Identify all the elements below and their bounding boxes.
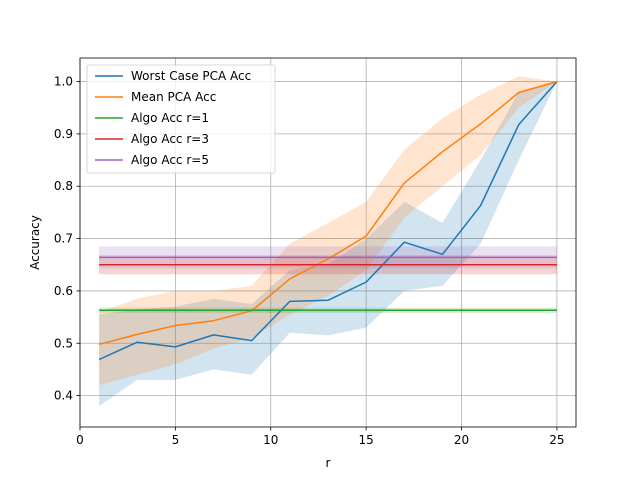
y-tick-label: 1.0 <box>54 75 73 89</box>
y-tick-label: 0.7 <box>54 232 73 246</box>
legend-label-4: Algo Acc r=3 <box>131 132 209 146</box>
legend: Worst Case PCA Acc Mean PCA Acc Algo Acc r… <box>86 64 276 174</box>
axis-ticks: 0 5 10 15 20 25 0.4 0.5 0.6 0.7 0.8 0.9 1.0 <box>54 75 565 447</box>
y-tick-label: 0.4 <box>54 389 73 403</box>
legend-box <box>86 64 276 174</box>
legend-label-2: Mean PCA Acc <box>131 90 216 104</box>
y-tick-label: 0.5 <box>54 336 73 350</box>
legend-label-1: Worst Case PCA Acc <box>131 69 251 83</box>
series-band-2 <box>99 76 557 386</box>
series-line-1 <box>98 81 558 361</box>
x-tick-label: 10 <box>263 433 278 447</box>
legend-label-5: Algo Acc r=5 <box>131 153 209 167</box>
x-tick-label: 25 <box>549 433 564 447</box>
y-tick-label: 0.6 <box>54 284 73 298</box>
series-lines <box>98 80 558 361</box>
x-axis-label: r <box>326 456 331 470</box>
y-tick-label: 0.8 <box>54 179 73 193</box>
x-tick-label: 20 <box>454 433 469 447</box>
x-tick-label: 5 <box>172 433 180 447</box>
x-tick-label: 15 <box>359 433 374 447</box>
series-band-1 <box>99 81 557 407</box>
plot-frame <box>79 57 577 428</box>
x-tick-label: 0 <box>76 433 84 447</box>
series-line-2 <box>98 80 558 346</box>
legend-label-3: Algo Acc r=1 <box>131 111 209 125</box>
y-axis-label: Accuracy <box>28 215 42 270</box>
y-tick-label: 0.9 <box>54 127 73 141</box>
